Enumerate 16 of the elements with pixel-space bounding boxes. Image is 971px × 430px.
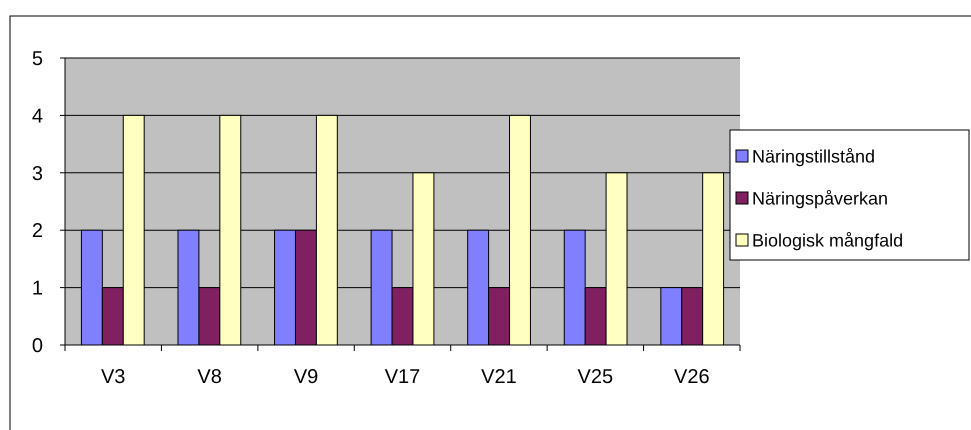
legend-label: Näringspåverkan: [752, 188, 888, 208]
y-tick-label: 4: [32, 105, 43, 128]
y-tick-label: 5: [32, 48, 43, 70]
legend-label: Biologisk mångfald: [752, 230, 904, 250]
x-tick-label: V21: [481, 366, 517, 388]
x-tick-label: V17: [384, 366, 420, 388]
y-tick-label: 1: [32, 278, 43, 300]
x-tick-label: V3: [100, 366, 126, 388]
x-tick-label: V9: [294, 366, 318, 388]
y-tick-label: 0: [32, 335, 43, 357]
x-tick-label: V8: [197, 366, 222, 388]
y-tick-label: 2: [32, 220, 43, 242]
y-tick-label: 3: [32, 162, 43, 185]
legend-label: Näringstillstånd: [752, 146, 876, 166]
x-tick-label: V25: [578, 366, 614, 388]
x-tick-label: V26: [674, 366, 710, 388]
